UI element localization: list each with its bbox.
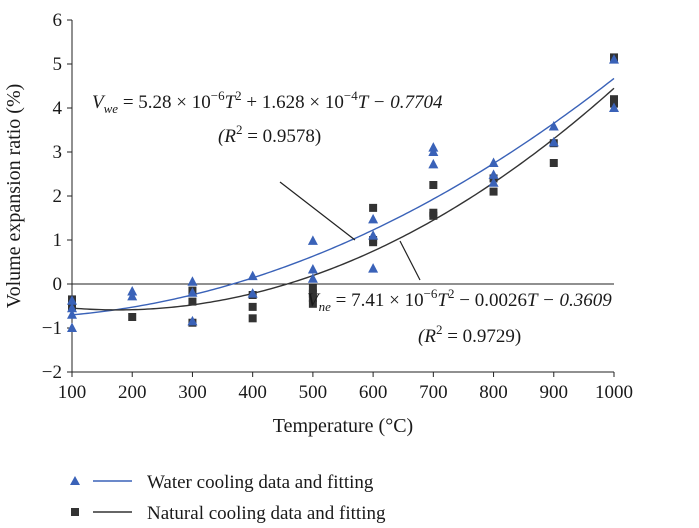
water-data-point [609, 54, 619, 64]
legend-natural-label: Natural cooling data and fitting [147, 503, 386, 524]
natural-data-point [489, 187, 498, 196]
natural-data-point [369, 203, 378, 212]
water-data-point [247, 270, 258, 281]
legend-water-marker [70, 476, 80, 485]
y-tick-label: 2 [53, 186, 63, 207]
y-tick-label: 6 [53, 10, 63, 31]
x-tick-label: 500 [299, 382, 328, 403]
water-data-point [187, 276, 198, 286]
y-tick-label: 5 [53, 54, 63, 75]
water-data-point [428, 158, 439, 169]
water-data-point [368, 213, 379, 224]
y-tick-label: −2 [42, 362, 62, 383]
water-data-point [609, 102, 619, 112]
water-data-point [368, 263, 379, 273]
x-tick-label: 900 [540, 382, 569, 403]
natural-data-point [308, 284, 317, 293]
x-tick-label: 100 [58, 382, 87, 403]
x-axis-title: Temperature (°C) [273, 415, 413, 437]
water-data-point [548, 136, 559, 147]
natural-data-point [308, 299, 317, 308]
legend: Water cooling data and fitting Natural c… [70, 472, 386, 524]
natural-data-point [308, 289, 317, 298]
water-data-point [67, 309, 77, 319]
x-tick-label: 700 [419, 382, 448, 403]
water-fit-equation: Vwe = 5.28 × 10−6T2 + 1.628 × 10−4T − 0.… [92, 88, 443, 116]
water-data-point [488, 177, 499, 187]
x-tick-label: 800 [479, 382, 508, 403]
water-fit-r2: (R2 = 0.9578) [218, 122, 321, 147]
natural-fit-curve [71, 87, 615, 311]
natural-data-point [248, 314, 257, 323]
x-tick-label: 600 [359, 382, 388, 403]
water-data-point [67, 302, 77, 313]
legend-water-label: Water cooling data and fitting [147, 472, 374, 493]
water-data-point [247, 288, 258, 298]
legend-natural-marker [71, 508, 79, 516]
water-data-point [127, 290, 138, 301]
water-data-point [187, 315, 198, 326]
water-data-point [307, 263, 318, 274]
x-axis-ticks: 100 200 300 400 500 600 700 800 900 1000 [58, 372, 633, 403]
water-fit-curve [71, 77, 615, 316]
natural-data-point [128, 313, 137, 321]
y-axis-ticks: −2 −1 0 1 2 3 4 5 6 [42, 10, 72, 383]
natural-data-point [429, 181, 438, 189]
x-tick-label: 400 [238, 382, 267, 403]
water-data-point [67, 295, 77, 305]
natural-data-point [369, 238, 378, 247]
water-data-point [428, 146, 439, 156]
y-tick-label: 1 [53, 230, 63, 251]
x-tick-label: 300 [178, 382, 207, 403]
water-cooling-points [67, 54, 619, 332]
natural-eq-leader [399, 240, 421, 281]
natural-fit-equation: Vne = 7.41 × 10−6T2 − 0.0026T − 0.3609 [307, 286, 612, 314]
water-data-point [187, 287, 198, 297]
y-tick-label: −1 [42, 318, 62, 339]
natural-data-point [248, 302, 257, 311]
y-axis-title: Volume expansion ratio (%) [3, 84, 25, 309]
y-tick-label: 4 [53, 98, 63, 119]
water-data-point [548, 120, 559, 131]
natural-data-point [429, 211, 438, 220]
natural-data-point [308, 294, 317, 303]
water-data-point [127, 285, 138, 296]
x-tick-label: 200 [118, 382, 147, 403]
natural-data-point [610, 95, 618, 104]
y-tick-label: 3 [53, 142, 63, 163]
natural-data-point [188, 297, 197, 306]
water-data-point [307, 235, 318, 245]
natural-fit-r2: (R2 = 0.9729) [418, 322, 521, 347]
y-tick-label: 0 [53, 274, 63, 295]
water-data-point [368, 230, 379, 240]
natural-data-point [549, 159, 558, 167]
water-eq-leader [279, 181, 356, 241]
water-data-point [307, 273, 318, 283]
x-tick-label: 1000 [595, 382, 633, 403]
water-data-point [488, 169, 499, 179]
water-data-point [67, 322, 77, 332]
water-data-point [488, 157, 499, 167]
